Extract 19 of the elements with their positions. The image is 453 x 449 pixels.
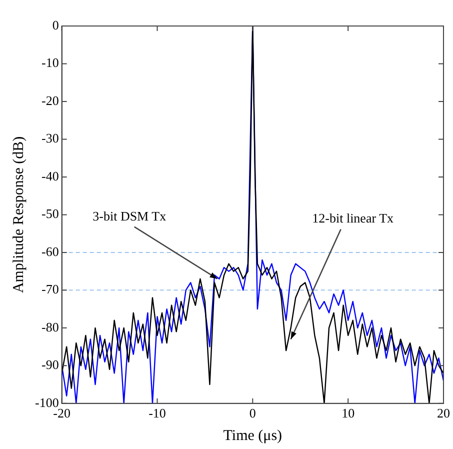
y-tick-label: -20 <box>41 92 59 108</box>
y-tick-label: -40 <box>41 168 59 184</box>
x-axis-title: Time (μs) <box>223 428 282 444</box>
x-tick-label: 0 <box>249 406 256 421</box>
y-tick-label: -100 <box>34 394 59 410</box>
y-tick-label: -10 <box>41 55 59 70</box>
y-tick-label: -30 <box>41 130 59 146</box>
x-tick-label: -10 <box>148 406 166 421</box>
y-tick-label: -60 <box>41 244 59 259</box>
annotation: 12-bit linear Tx <box>312 210 394 226</box>
x-tick-label: 20 <box>437 406 450 421</box>
x-tick-label: 10 <box>342 406 355 421</box>
y-tick-label: -90 <box>41 357 59 372</box>
y-tick-label: -70 <box>41 282 59 297</box>
y-tick-label: -50 <box>41 206 59 222</box>
y-tick-label: -80 <box>41 319 59 334</box>
annotation: 3-bit DSM Tx <box>92 208 167 224</box>
y-axis-title: Amplitude Response (dB) <box>10 136 27 294</box>
y-tick-label: 0 <box>52 17 59 32</box>
